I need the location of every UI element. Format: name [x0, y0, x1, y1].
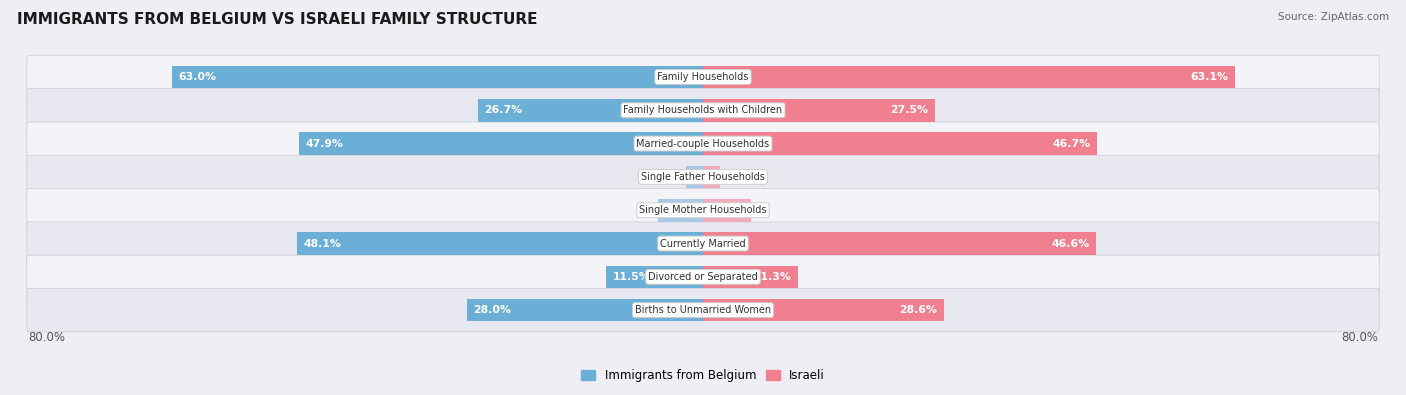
Text: 2.0%: 2.0%	[690, 172, 718, 182]
Bar	[658, 199, 703, 222]
Text: 80.0%: 80.0%	[28, 331, 65, 344]
FancyBboxPatch shape	[27, 55, 1379, 99]
Text: Married-couple Households: Married-couple Households	[637, 139, 769, 149]
Text: 5.3%: 5.3%	[662, 205, 690, 215]
FancyBboxPatch shape	[27, 122, 1379, 165]
Bar	[467, 299, 703, 322]
Text: 11.5%: 11.5%	[613, 272, 651, 282]
Text: 27.5%: 27.5%	[890, 105, 928, 115]
Bar	[703, 265, 799, 288]
Text: 46.7%: 46.7%	[1052, 139, 1090, 149]
Text: 5.7%: 5.7%	[720, 205, 747, 215]
FancyBboxPatch shape	[27, 288, 1379, 332]
Text: 26.7%: 26.7%	[485, 105, 523, 115]
Text: 28.6%: 28.6%	[900, 305, 938, 315]
Text: 28.0%: 28.0%	[474, 305, 512, 315]
Text: 63.0%: 63.0%	[179, 72, 217, 82]
Text: Single Father Households: Single Father Households	[641, 172, 765, 182]
Bar	[606, 265, 703, 288]
Text: 48.1%: 48.1%	[304, 239, 342, 248]
Text: Currently Married: Currently Married	[661, 239, 745, 248]
Bar	[299, 132, 703, 155]
Legend: Immigrants from Belgium, Israeli: Immigrants from Belgium, Israeli	[576, 364, 830, 387]
Text: Divorced or Separated: Divorced or Separated	[648, 272, 758, 282]
Text: Family Households: Family Households	[658, 72, 748, 82]
Bar	[703, 199, 751, 222]
FancyBboxPatch shape	[27, 255, 1379, 299]
Text: 63.1%: 63.1%	[1191, 72, 1229, 82]
Text: Family Households with Children: Family Households with Children	[623, 105, 783, 115]
Bar	[703, 66, 1236, 88]
Text: 46.6%: 46.6%	[1052, 239, 1090, 248]
Bar	[703, 299, 945, 322]
Text: 80.0%: 80.0%	[1341, 331, 1378, 344]
Text: Source: ZipAtlas.com: Source: ZipAtlas.com	[1278, 12, 1389, 22]
FancyBboxPatch shape	[27, 88, 1379, 132]
Bar	[703, 99, 935, 122]
Text: IMMIGRANTS FROM BELGIUM VS ISRAELI FAMILY STRUCTURE: IMMIGRANTS FROM BELGIUM VS ISRAELI FAMIL…	[17, 12, 537, 27]
FancyBboxPatch shape	[27, 155, 1379, 199]
Bar	[703, 132, 1097, 155]
Bar	[703, 232, 1097, 255]
Text: 11.3%: 11.3%	[754, 272, 792, 282]
FancyBboxPatch shape	[27, 188, 1379, 232]
FancyBboxPatch shape	[27, 222, 1379, 265]
Text: 2.0%: 2.0%	[688, 172, 716, 182]
Bar	[297, 232, 703, 255]
Bar	[703, 166, 720, 188]
Bar	[478, 99, 703, 122]
Text: 47.9%: 47.9%	[305, 139, 343, 149]
Bar	[172, 66, 703, 88]
Bar	[686, 166, 703, 188]
Text: Single Mother Households: Single Mother Households	[640, 205, 766, 215]
Text: Births to Unmarried Women: Births to Unmarried Women	[636, 305, 770, 315]
